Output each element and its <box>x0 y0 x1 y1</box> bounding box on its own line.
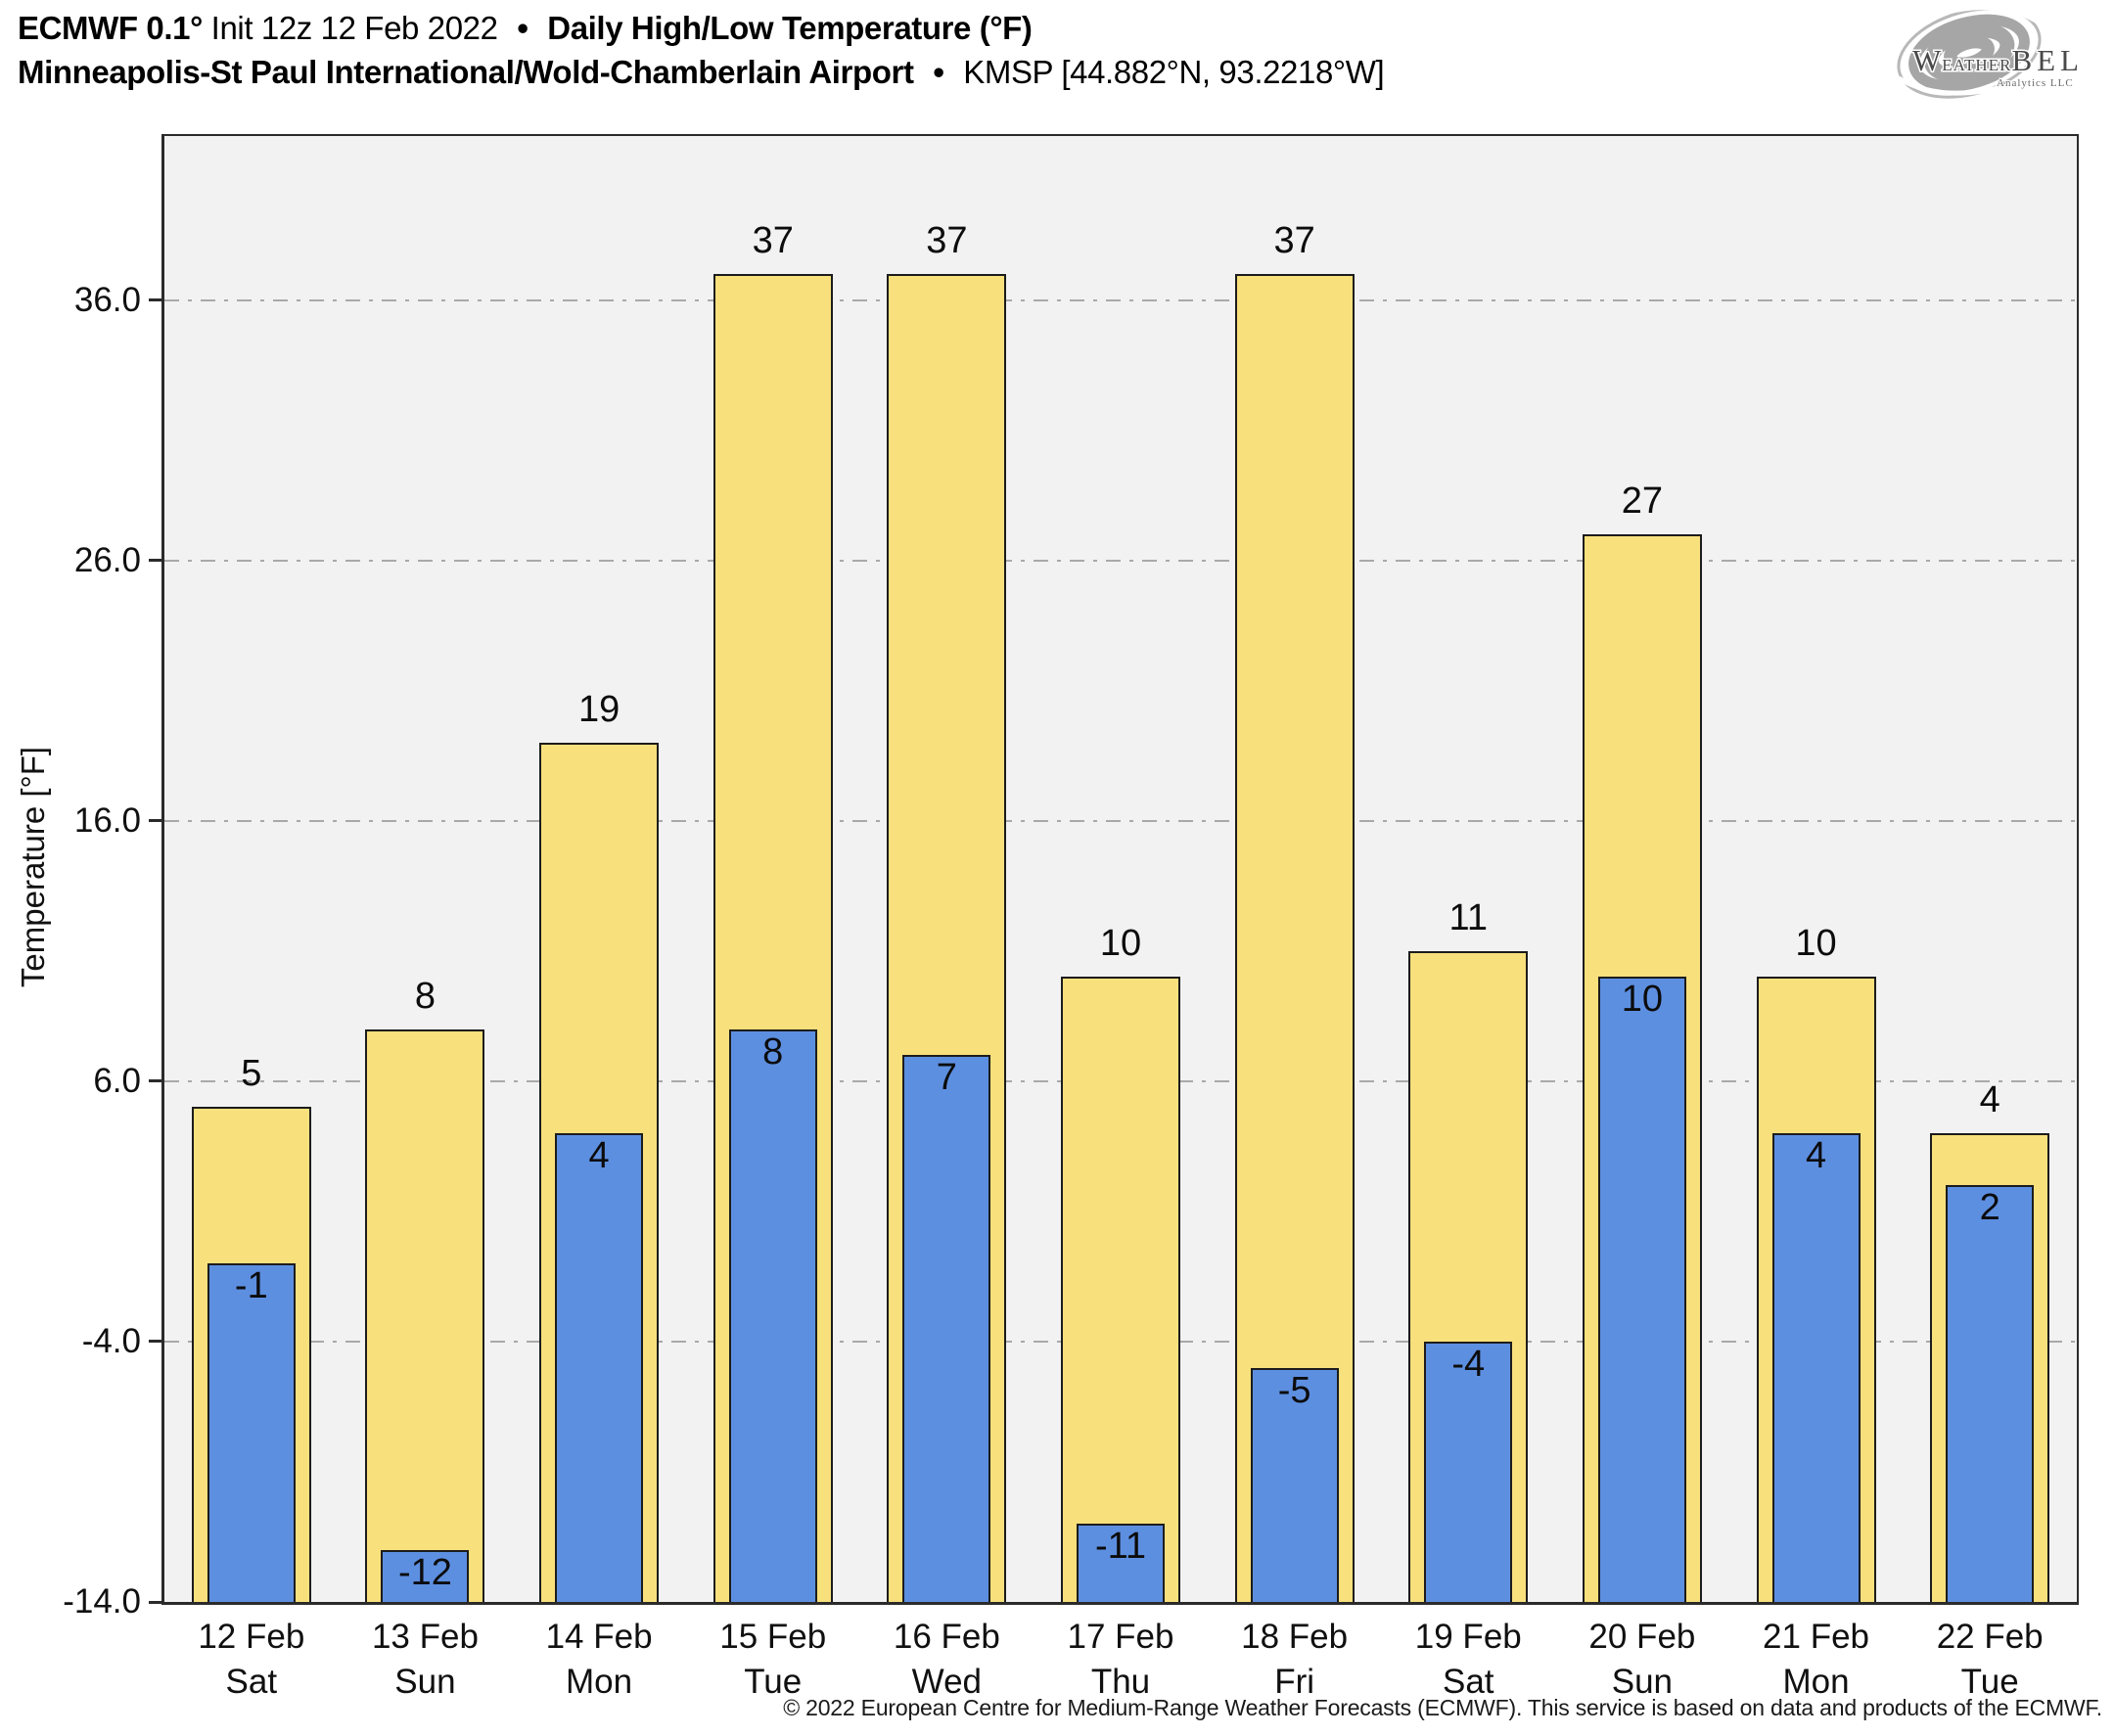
x-tick-weekday: Fri <box>1274 1663 1315 1701</box>
high-value-label: 10 <box>1099 923 1142 965</box>
init-time: Init 12z 12 Feb 2022 <box>210 10 498 46</box>
low-bar <box>207 1263 296 1602</box>
model-name: ECMWF 0.1° <box>18 10 203 46</box>
high-value-label: 37 <box>752 220 794 262</box>
low-value-label: 4 <box>1805 1135 1827 1177</box>
x-tick-weekday: Mon <box>566 1663 633 1701</box>
low-value-label: -4 <box>1451 1343 1486 1385</box>
high-bar <box>365 1028 485 1602</box>
y-tick-label: 16.0 <box>73 800 141 840</box>
low-value-label: 7 <box>936 1057 957 1099</box>
high-bar <box>1061 977 1180 1602</box>
x-tick-date: 12 Feb <box>198 1618 305 1656</box>
y-tick-mark <box>149 559 164 563</box>
low-bar <box>1597 977 1686 1602</box>
copyright-text: © 2022 European Centre for Medium-Range … <box>783 1695 2102 1720</box>
y-tick-mark <box>149 1340 164 1344</box>
x-tick-date: 16 Feb <box>893 1618 1000 1656</box>
high-value-label: 4 <box>1979 1079 2000 1121</box>
low-value-label: -5 <box>1277 1369 1311 1411</box>
high-value-label: 19 <box>577 688 620 730</box>
low-value-label: 8 <box>762 1030 784 1073</box>
low-value-label: -11 <box>1094 1526 1147 1568</box>
y-tick-mark <box>149 298 164 302</box>
x-tick-date: 15 Feb <box>719 1618 827 1656</box>
station-coordinates: KMSP [44.882°N, 93.2218°W] <box>963 54 1385 90</box>
y-tick-mark <box>149 1079 164 1083</box>
high-value-label: 10 <box>1795 923 1837 965</box>
low-bar <box>555 1133 644 1602</box>
y-tick-label: -14.0 <box>63 1582 141 1621</box>
low-value-label: 10 <box>1621 979 1664 1021</box>
y-tick-label: 36.0 <box>73 280 141 319</box>
low-bar <box>1250 1367 1339 1602</box>
low-bar <box>1946 1185 2035 1602</box>
separator-dot: • <box>517 10 528 46</box>
x-tick-weekday: Tue <box>744 1663 803 1701</box>
x-tick-date: 14 Feb <box>545 1618 653 1656</box>
gridline <box>164 559 2077 562</box>
low-bar <box>728 1028 817 1602</box>
high-value-label: 8 <box>414 975 437 1017</box>
x-tick-date: 22 Feb <box>1936 1618 2044 1656</box>
gridline <box>164 819 2077 822</box>
low-value-label: 4 <box>588 1135 610 1177</box>
high-value-label: 37 <box>926 220 968 262</box>
x-tick-date: 20 Feb <box>1588 1618 1696 1656</box>
low-bar <box>1077 1524 1165 1602</box>
low-bar <box>902 1055 991 1602</box>
separator-dot: • <box>933 54 944 90</box>
high-value-label: 37 <box>1273 220 1315 262</box>
low-value-label: 2 <box>1979 1187 2000 1229</box>
y-tick-label: 6.0 <box>93 1061 141 1100</box>
product-name: Daily High/Low Temperature (°F) <box>547 10 1033 46</box>
chart-header: ECMWF 0.1° Init 12z 12 Feb 2022 • Daily … <box>18 6 1385 94</box>
logo-subtext: Analytics LLC <box>1997 77 2074 89</box>
y-tick-mark <box>149 819 164 823</box>
high-value-label: 11 <box>1448 896 1488 938</box>
x-tick-weekday: Mon <box>1782 1663 1850 1701</box>
low-bar <box>381 1549 470 1602</box>
x-tick-date: 17 Feb <box>1067 1618 1174 1656</box>
x-tick-weekday: Sun <box>394 1663 456 1701</box>
gridline <box>164 298 2077 301</box>
title-line-2: Minneapolis-St Paul International/Wold-C… <box>18 50 1385 94</box>
x-tick-date: 18 Feb <box>1241 1618 1349 1656</box>
x-tick-date: 21 Feb <box>1763 1618 1870 1656</box>
y-tick-mark <box>149 1600 164 1604</box>
x-tick-weekday: Tue <box>1960 1663 2019 1701</box>
x-tick-weekday: Thu <box>1090 1663 1151 1701</box>
y-tick-label: 26.0 <box>73 540 141 579</box>
x-tick-weekday: Sat <box>225 1663 278 1701</box>
y-axis-title: Temperature [°F] <box>15 746 51 988</box>
x-tick-date: 19 Feb <box>1414 1618 1522 1656</box>
high-value-label: 5 <box>241 1053 262 1095</box>
x-tick-weekday: Sun <box>1611 1663 1674 1701</box>
plot-area: 5 -1 8 -12 19 4 37 8 37 7 10 -11 37 -5 11 -4 27 10 10 4 4 2 <box>161 134 2079 1605</box>
x-tick-weekday: Wed <box>911 1663 983 1701</box>
x-tick-date: 13 Feb <box>371 1618 479 1656</box>
low-bar <box>1771 1133 1861 1602</box>
low-value-label: -1 <box>234 1265 268 1307</box>
x-tick-weekday: Sat <box>1442 1663 1494 1701</box>
low-value-label: -12 <box>397 1551 452 1593</box>
title-line-1: ECMWF 0.1° Init 12z 12 Feb 2022 • Daily … <box>18 6 1384 50</box>
station-name: Minneapolis-St Paul International/Wold-C… <box>18 54 914 90</box>
low-bar <box>1424 1341 1513 1602</box>
high-value-label: 27 <box>1621 480 1664 523</box>
y-tick-label: -4.0 <box>81 1321 141 1360</box>
